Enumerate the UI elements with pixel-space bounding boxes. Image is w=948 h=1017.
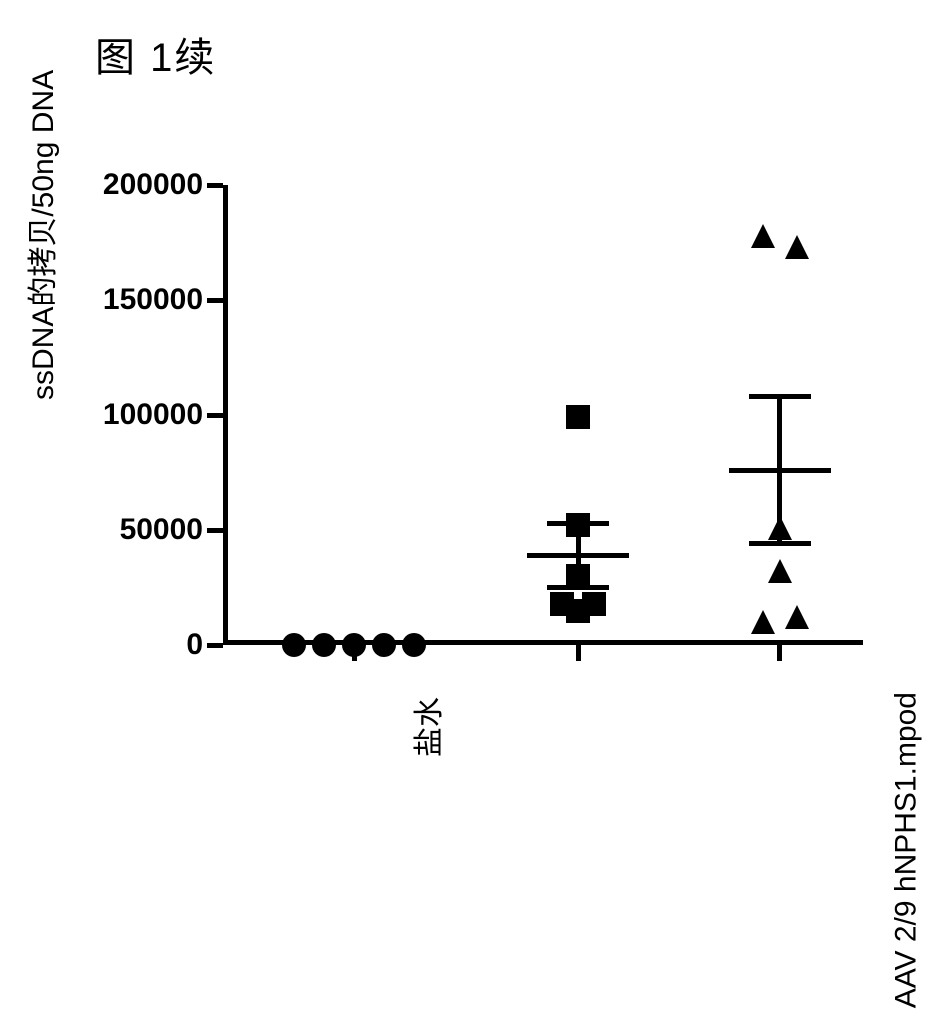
plot-area [223, 185, 863, 645]
y-tick [207, 643, 223, 648]
y-axis-label: ssDNA的拷贝/50ng DNA [18, 70, 62, 400]
x-tick-label: 盐水 [404, 697, 448, 757]
mean-line [527, 553, 629, 558]
x-tick [777, 645, 782, 661]
data-point [282, 633, 306, 657]
y-tick [207, 298, 223, 303]
data-point [342, 633, 366, 657]
data-point [785, 235, 809, 259]
y-tick-label: 150000 [63, 283, 203, 317]
data-point [751, 610, 775, 634]
data-point [751, 224, 775, 248]
y-tick-label: 100000 [63, 398, 203, 432]
data-point [768, 516, 792, 540]
y-tick-label: 0 [63, 628, 203, 662]
figure-title: 图 1续 [95, 25, 216, 83]
data-point [566, 405, 590, 429]
y-tick [207, 183, 223, 188]
data-point [402, 633, 426, 657]
data-point [566, 564, 590, 588]
data-point [372, 633, 396, 657]
data-point [312, 633, 336, 657]
error-cap [749, 394, 811, 399]
x-tick [576, 645, 581, 661]
data-point [566, 513, 590, 537]
y-tick [207, 413, 223, 418]
data-point [785, 605, 809, 629]
data-point [768, 559, 792, 583]
page: 图 1续 ssDNA的拷贝/50ng DNA 盐水AAV 2/9 hNPHS1.… [0, 0, 948, 1000]
error-cap [749, 541, 811, 546]
y-axis [223, 185, 228, 645]
y-tick-label: 200000 [63, 168, 203, 202]
data-point [566, 599, 590, 623]
mean-line [729, 468, 831, 473]
x-tick-label: AAV 2/9 hNPHS1.mpod [889, 692, 923, 1008]
y-tick [207, 528, 223, 533]
y-tick-label: 50000 [63, 513, 203, 547]
